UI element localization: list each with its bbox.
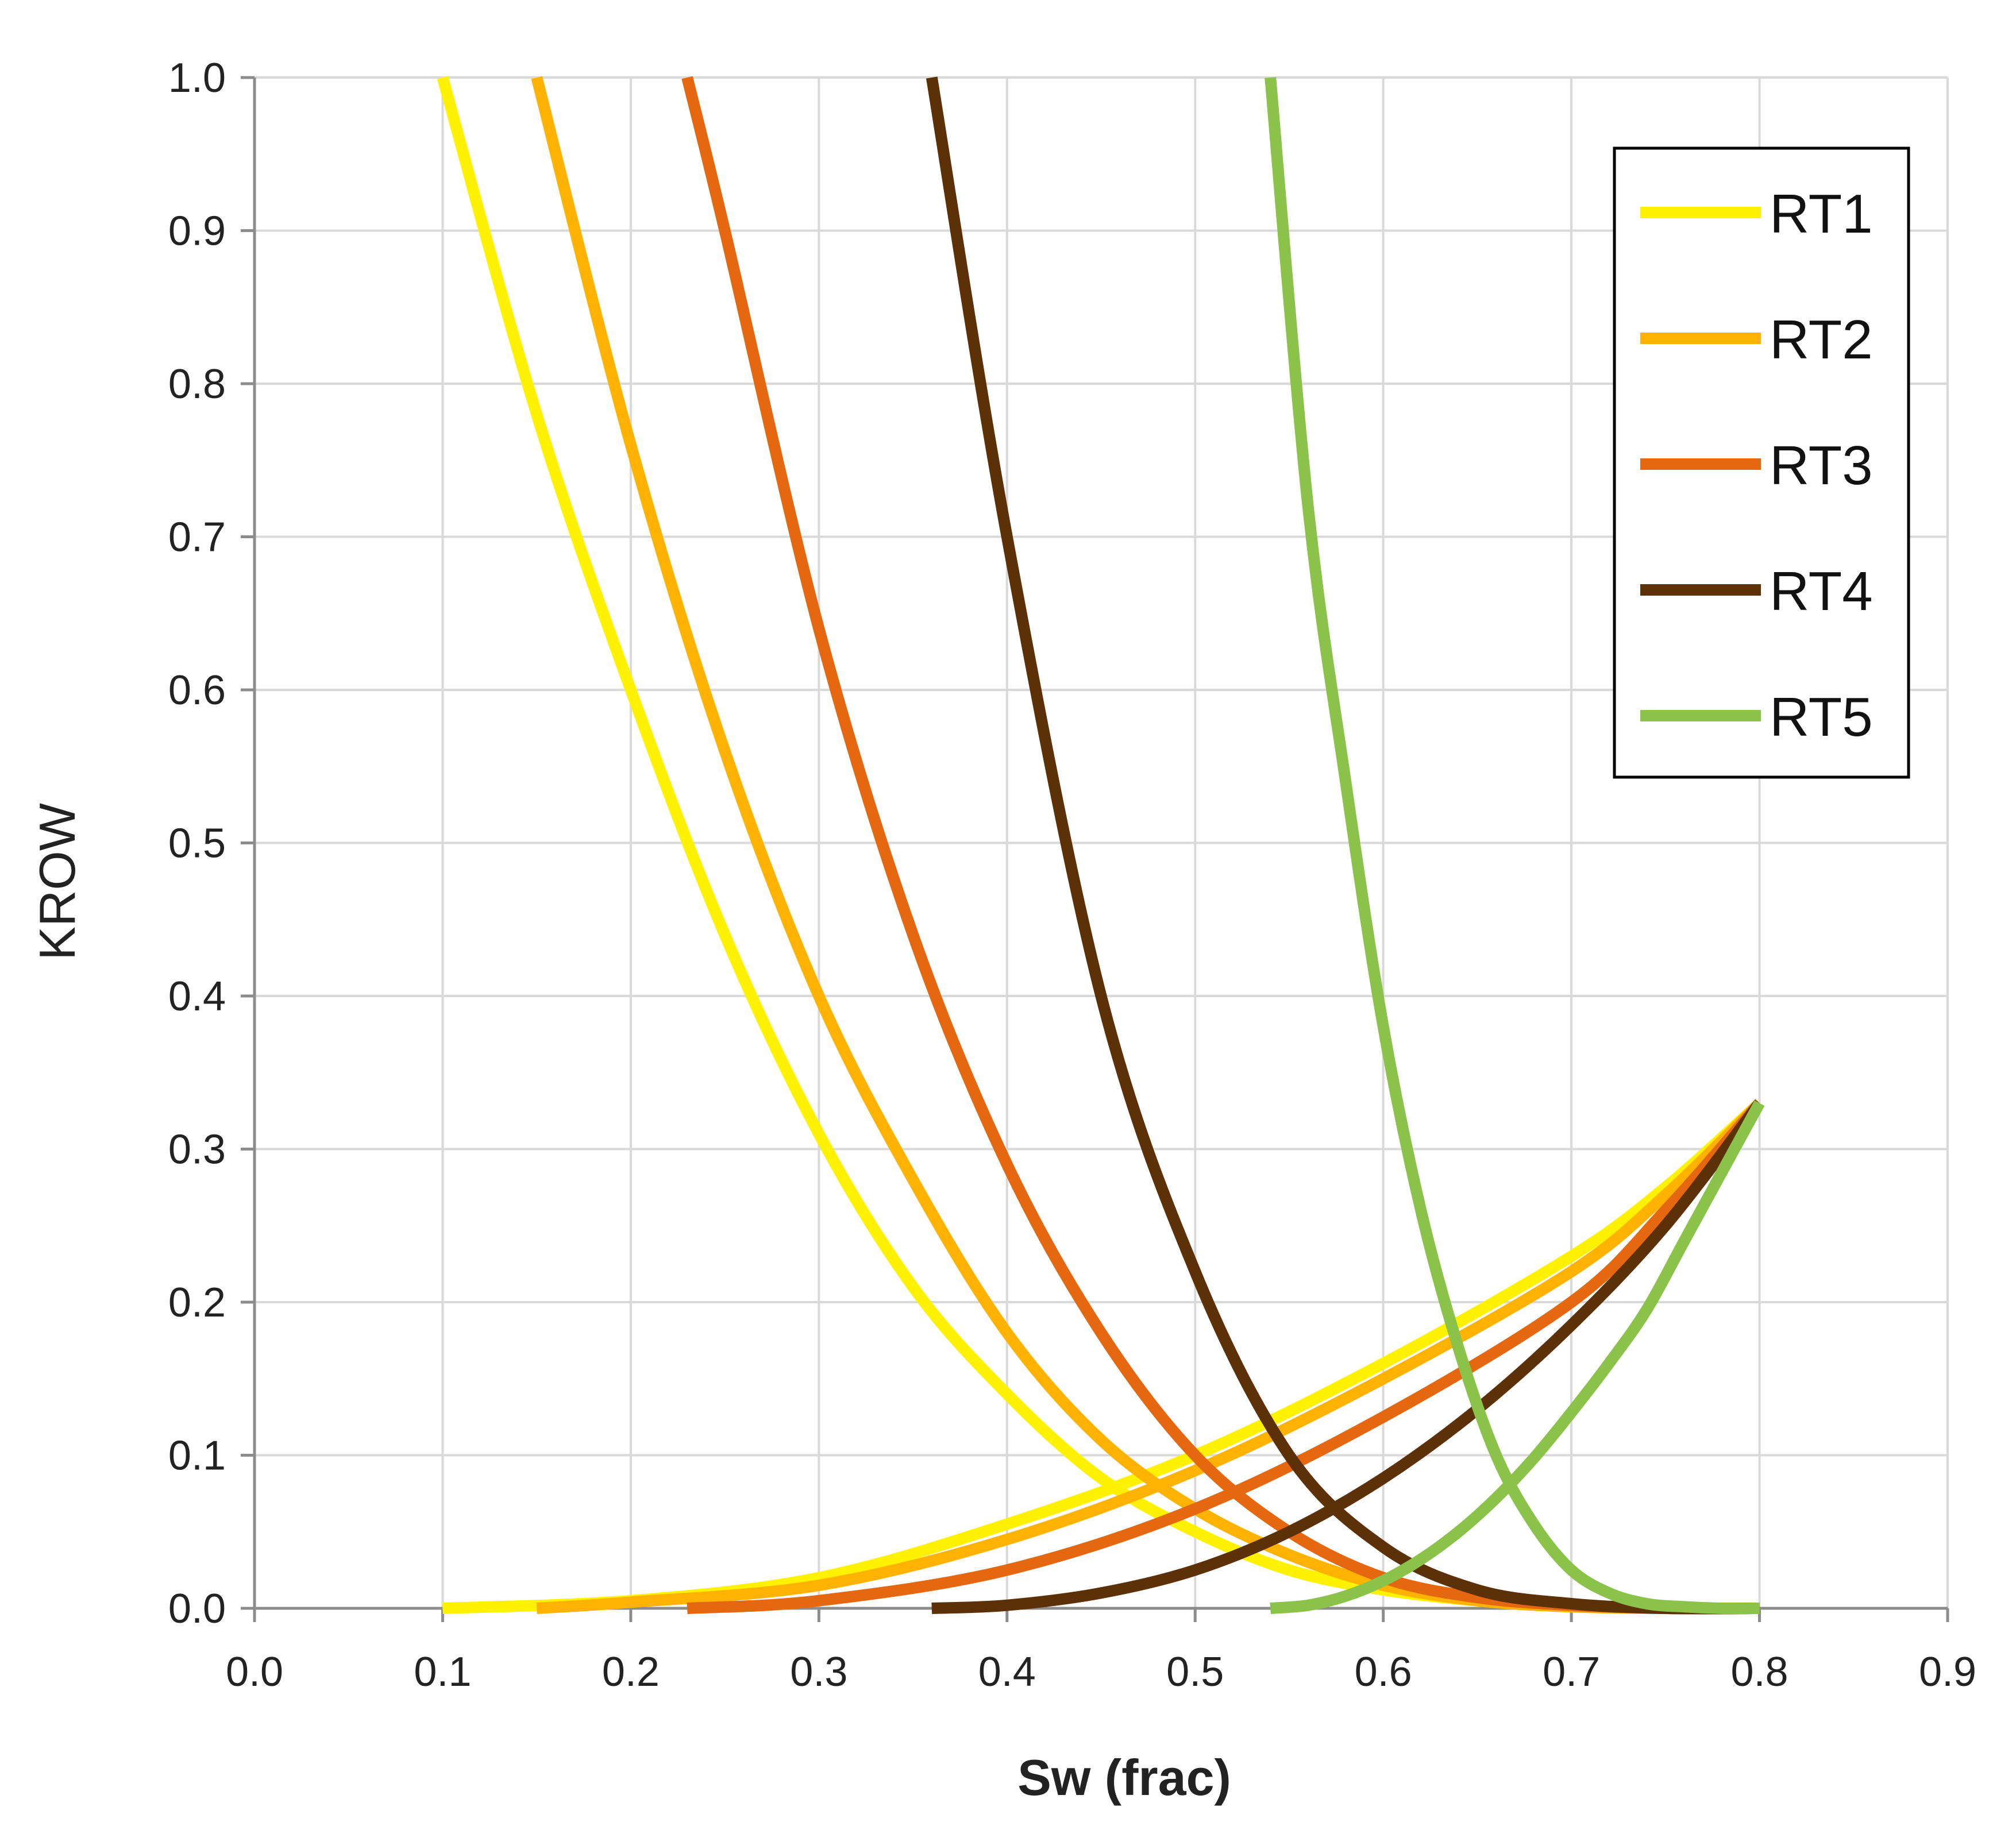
legend-label-rt2: RT2 <box>1770 309 1873 370</box>
x-tick-label: 0.1 <box>414 1649 471 1695</box>
series-rt4-krw-line <box>931 1099 1764 1614</box>
y-tick-label: 0.2 <box>168 1280 226 1326</box>
x-tick-label: 0.0 <box>226 1649 283 1695</box>
x-tick-label: 0.9 <box>1919 1649 1976 1695</box>
x-axis-title: Sw (frac) <box>1017 1749 1231 1806</box>
y-tick-label: 0.1 <box>168 1433 226 1479</box>
x-tick-label: 0.8 <box>1731 1649 1788 1695</box>
y-axis-title: KROW <box>29 803 86 960</box>
x-tick-label: 0.3 <box>790 1649 847 1695</box>
series-rt5-krw-line <box>1270 1100 1765 1614</box>
series-lines <box>437 76 1765 1615</box>
series-rt5-krow-line <box>1265 77 1760 1615</box>
y-tick-label: 0.8 <box>168 361 226 407</box>
y-tick-label: 0.5 <box>168 821 226 867</box>
axes: 0.0 0.1 0.2 0.3 0.4 0.5 0.6 0.7 0.8 0.9 0.0 0.1 0.2 0… <box>168 55 1976 1695</box>
legend-label-rt5: RT5 <box>1770 686 1873 748</box>
legend-label-rt4: RT4 <box>1770 561 1873 622</box>
x-tick-label: 0.5 <box>1166 1649 1224 1695</box>
y-tick-label: 1.0 <box>168 55 226 101</box>
y-tick-label: 0.9 <box>168 209 226 254</box>
legend-label-rt3: RT3 <box>1770 435 1873 496</box>
y-tick-label: 0.3 <box>168 1127 226 1173</box>
y-tick-label: 0.6 <box>168 667 226 713</box>
y-tick-label: 0.4 <box>168 974 226 1020</box>
x-tick-label: 0.4 <box>978 1649 1036 1695</box>
x-tick-label: 0.2 <box>602 1649 660 1695</box>
legend: RT1 RT2 RT3 RT4 RT5 <box>1613 146 1910 779</box>
series-rt2-krw-line <box>536 1099 1764 1614</box>
series-rt3-krw-line <box>687 1099 1764 1614</box>
y-tick-label: 0.7 <box>168 515 226 561</box>
x-tick-label: 0.6 <box>1355 1649 1412 1695</box>
legend-label-rt1: RT1 <box>1770 183 1873 245</box>
x-tick-label: 0.7 <box>1543 1649 1600 1695</box>
y-tick-label: 0.0 <box>168 1586 226 1632</box>
series-rt4-krow-line <box>926 76 1760 1615</box>
